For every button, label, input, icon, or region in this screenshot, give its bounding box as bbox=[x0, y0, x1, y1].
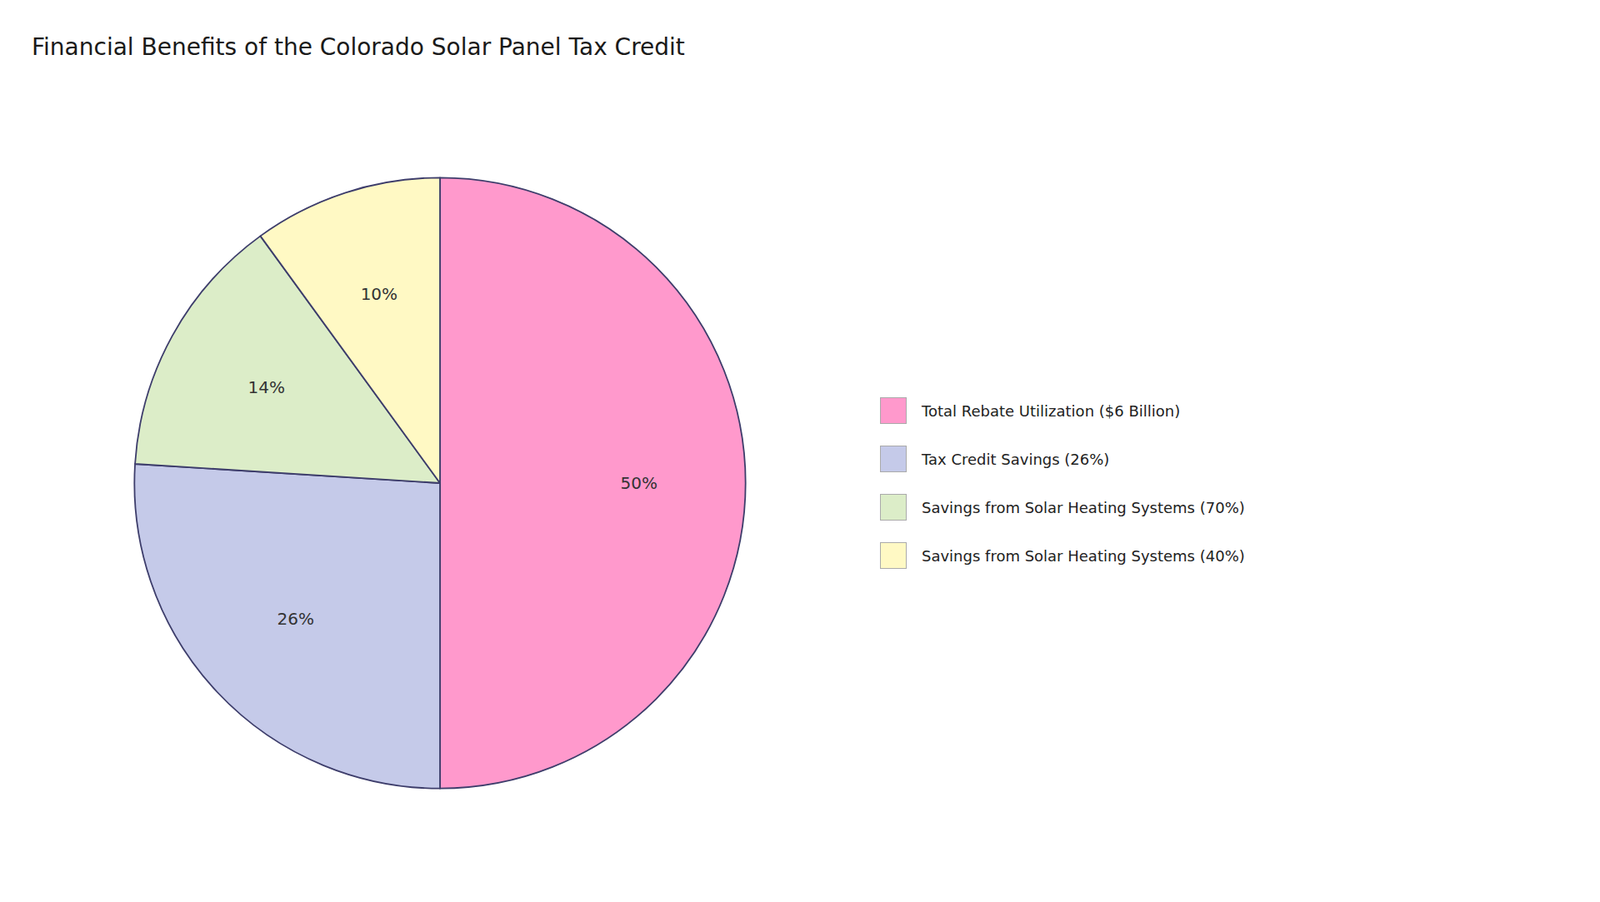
html-text:Savings from Solar Heating Sys: Savings from Solar Heating Systems (40%) bbox=[921, 547, 1245, 565]
html-text:Tax Credit Savings (26%): Tax Credit Savings (26%) bbox=[921, 450, 1110, 468]
html-text:Total Rebate Utilization ($6 B: Total Rebate Utilization ($6 Billion) bbox=[921, 402, 1181, 420]
html-text:Savings from Solar Heating Sys: Savings from Solar Heating Systems (70%) bbox=[921, 498, 1245, 517]
svg-text:26%: 26% bbox=[277, 609, 315, 630]
html-text:Financial Benefits of the Colo: Financial Benefits of the Colorado Solar… bbox=[31, 33, 685, 61]
svg-text:14%: 14% bbox=[247, 377, 285, 398]
svg-text:10%: 10% bbox=[360, 284, 398, 305]
svg-text:50%: 50% bbox=[620, 473, 658, 494]
